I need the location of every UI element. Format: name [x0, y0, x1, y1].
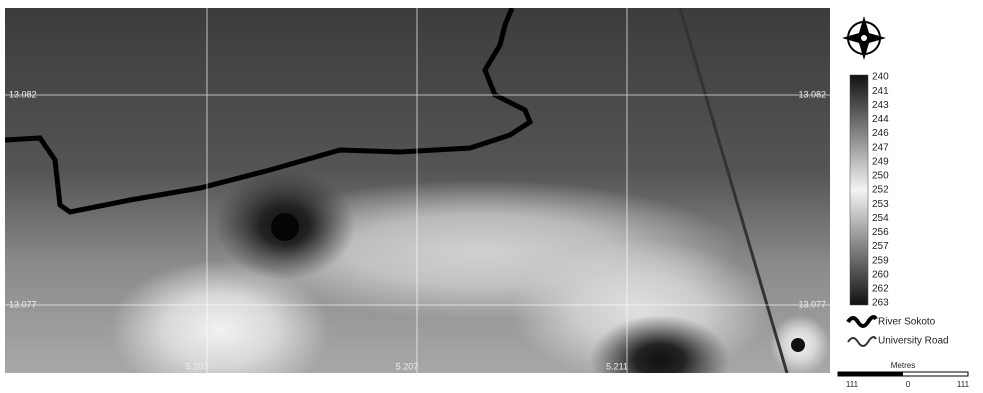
- ramp-label: 260: [872, 269, 889, 280]
- ramp-label: 240: [872, 72, 889, 83]
- lat-label: 13.077: [798, 299, 826, 309]
- map-surface: [5, 8, 830, 393]
- scale-title: Metres: [891, 361, 915, 370]
- ramp-label: 254: [872, 213, 889, 224]
- lon-label: 5.203: [186, 361, 209, 371]
- ramp-label: 257: [872, 241, 889, 252]
- ramp-label: 250: [872, 171, 889, 182]
- lat-label: 13.082: [9, 89, 37, 99]
- dark-core: [271, 213, 299, 241]
- ramp-label: 262: [872, 284, 889, 295]
- ramp-label: 253: [872, 199, 889, 210]
- ramp-label: 244: [872, 114, 889, 125]
- lat-label: 13.077: [9, 299, 37, 309]
- north-arrow: [842, 16, 886, 60]
- ramp-label: 243: [872, 100, 889, 111]
- ramp-label: 249: [872, 156, 889, 167]
- scale-label: 111: [957, 380, 970, 389]
- legend-label: River Sokoto: [878, 317, 936, 328]
- river-symbol: [848, 317, 876, 326]
- ramp-label: 259: [872, 255, 889, 266]
- map-page: 13.082 13.082 13.077 13.077 5.203 5.207 5.211 2…: [0, 0, 983, 393]
- dark-core: [791, 338, 805, 352]
- ramp-label: 247: [872, 142, 889, 153]
- ramp-label: 256: [872, 227, 889, 238]
- scale-label: 111: [846, 380, 859, 389]
- ramp-label: 241: [872, 86, 889, 97]
- road-symbol: [848, 337, 876, 346]
- legend-label: University Road: [878, 336, 949, 347]
- ramp-label: 252: [872, 185, 889, 196]
- scale-bar: [838, 372, 968, 376]
- lat-label: 13.082: [798, 89, 826, 99]
- lon-label: 5.207: [396, 361, 419, 371]
- scale-label: 0: [906, 380, 911, 389]
- ramp-label: 246: [872, 128, 889, 139]
- color-ramp: [850, 75, 868, 305]
- lon-label: 5.211: [606, 361, 628, 371]
- ramp-label: 263: [872, 298, 889, 309]
